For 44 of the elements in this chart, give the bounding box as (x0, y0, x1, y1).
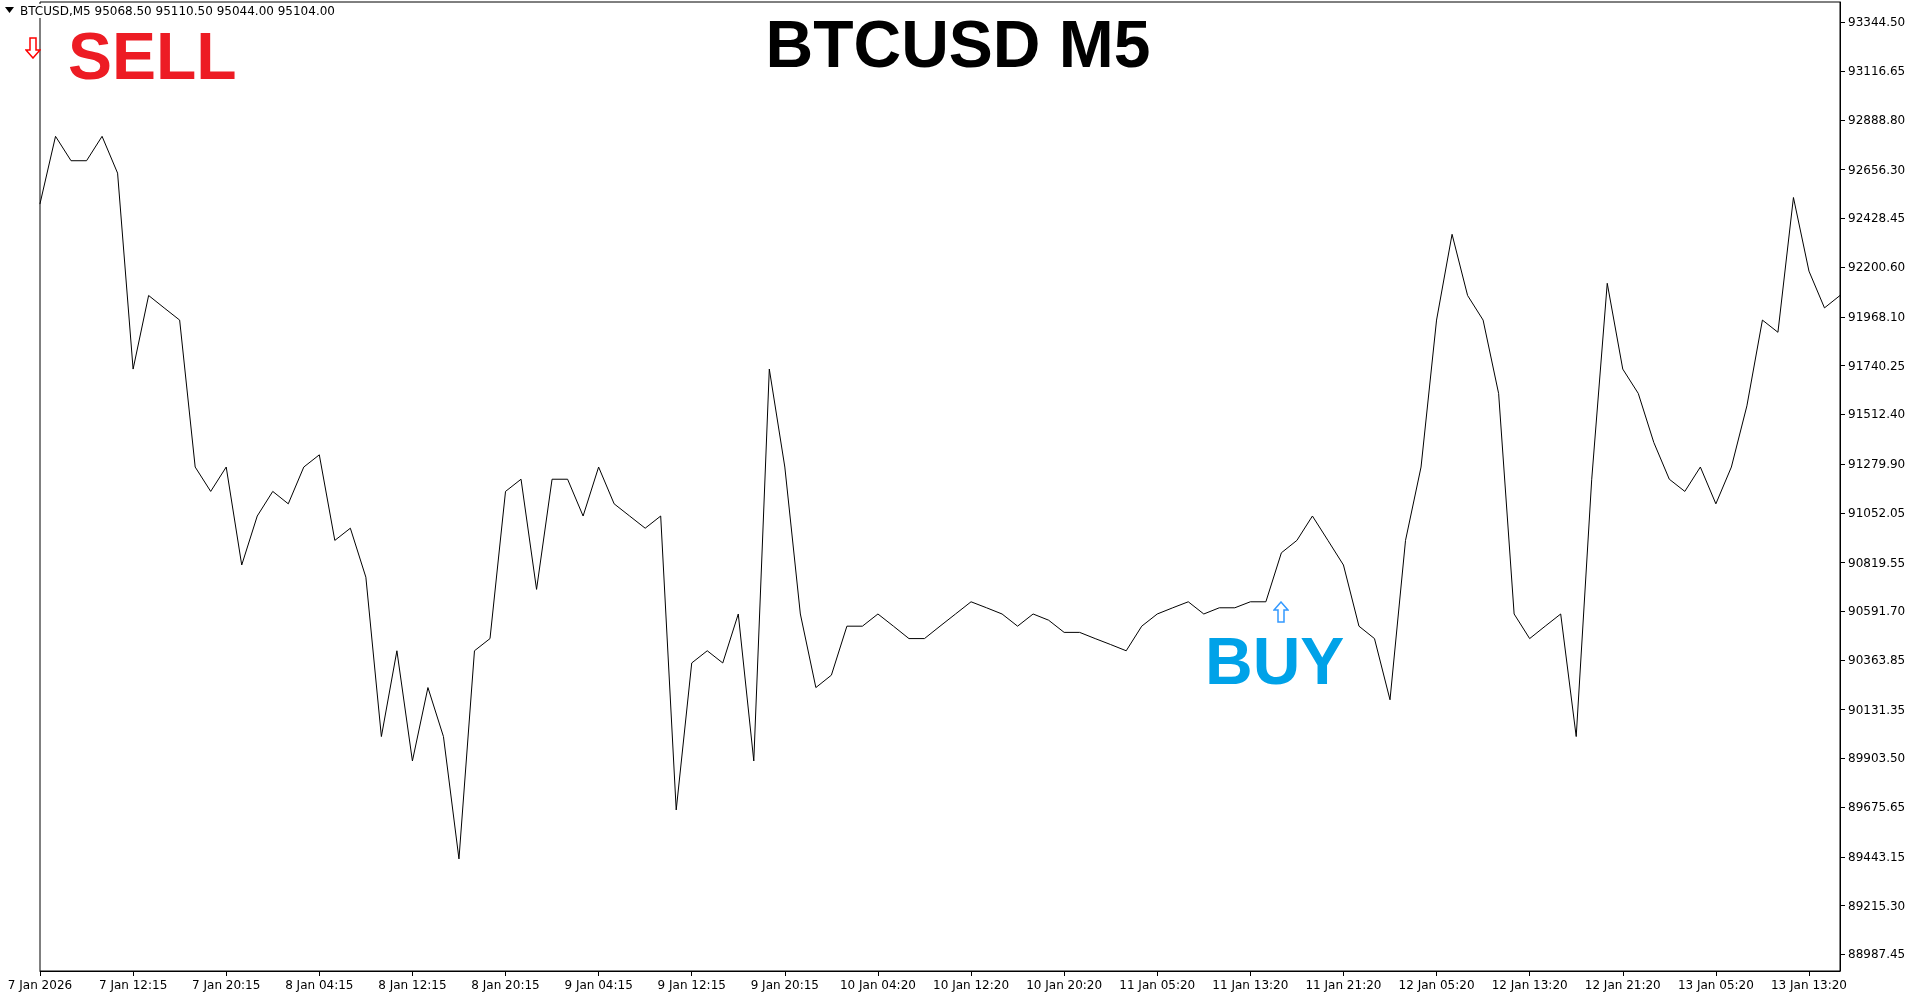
y-tick-label: 91740.25 (1848, 358, 1906, 373)
x-tick-label: 10 Jan 12:20 (933, 978, 1010, 992)
y-tick-label: 91512.40 (1848, 407, 1906, 422)
y-tick-label: 89903.50 (1848, 751, 1906, 766)
y-tick-label: 89443.15 (1848, 849, 1906, 864)
y-tick-label: 92888.80 (1848, 112, 1906, 127)
chart-title: BTCUSD M5 (765, 7, 1151, 81)
y-tick-label: 90131.35 (1848, 702, 1906, 717)
x-tick-label: 12 Jan 13:20 (1491, 978, 1568, 992)
y-tick-label: 93344.50 (1848, 15, 1906, 30)
x-tick-label: 11 Jan 05:20 (1119, 978, 1196, 992)
x-tick-label: 9 Jan 12:15 (657, 978, 726, 992)
x-tick-label: 8 Jan 20:15 (471, 978, 540, 992)
x-tick-label: 13 Jan 13:20 (1770, 978, 1847, 992)
y-tick-label: 91052.05 (1848, 505, 1906, 520)
annotation: SELL (68, 18, 237, 94)
y-tick-label: 89215.30 (1848, 898, 1906, 913)
x-tick-label: 9 Jan 04:15 (564, 978, 633, 992)
y-tick-label: 92656.30 (1848, 162, 1906, 177)
y-tick-label: 92428.45 (1848, 211, 1906, 226)
x-tick-label: 7 Jan 2026 (7, 978, 73, 992)
x-tick-label: 12 Jan 21:20 (1584, 978, 1661, 992)
x-tick-label: 10 Jan 04:20 (839, 978, 916, 992)
y-tick-label: 91968.10 (1848, 309, 1906, 324)
x-tick-label: 13 Jan 05:20 (1677, 978, 1754, 992)
y-tick-label: 88987.45 (1848, 947, 1906, 962)
y-tick-label: 92200.60 (1848, 260, 1906, 275)
x-tick-label: 10 Jan 20:20 (1026, 978, 1103, 992)
y-tick-label: 89675.65 (1848, 800, 1906, 815)
x-tick-label: 8 Jan 12:15 (378, 978, 447, 992)
x-tick-label: 9 Jan 20:15 (750, 978, 819, 992)
annotation: BTCUSD,M5 95068.50 95110.50 95044.00 95104.00 (20, 4, 335, 18)
y-tick-label: 93116.65 (1848, 64, 1906, 79)
y-tick-label: 91279.90 (1848, 457, 1906, 472)
x-tick-label: 11 Jan 13:20 (1212, 978, 1289, 992)
x-tick-label: 8 Jan 04:15 (285, 978, 354, 992)
y-tick-label: 90591.70 (1848, 604, 1906, 619)
x-tick-label: 7 Jan 20:15 (192, 978, 261, 992)
y-tick-label: 90819.55 (1848, 555, 1906, 570)
y-tick-label: 90363.85 (1848, 653, 1906, 668)
annotation: BUY (1205, 623, 1345, 699)
x-tick-label: 7 Jan 12:15 (98, 978, 168, 992)
x-tick-label: 11 Jan 21:20 (1305, 978, 1382, 992)
x-tick-label: 12 Jan 05:20 (1398, 978, 1475, 992)
